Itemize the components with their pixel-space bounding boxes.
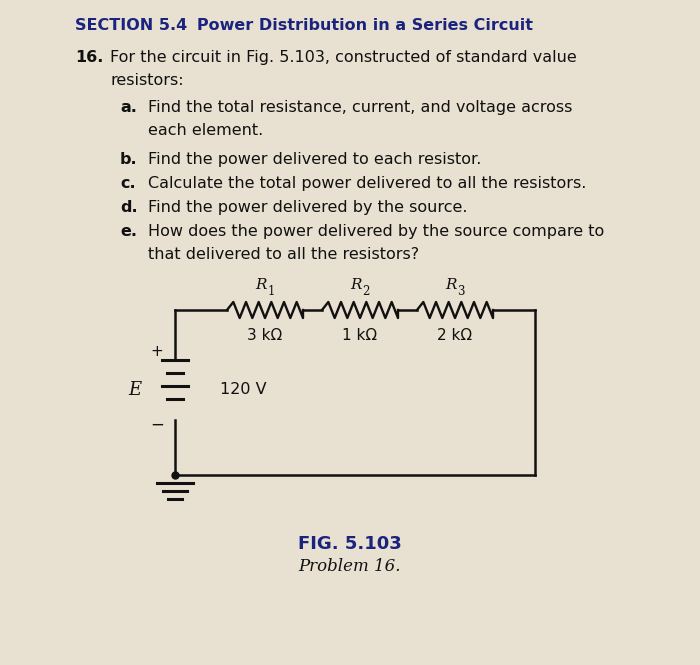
Text: −: − (150, 416, 164, 434)
Text: e.: e. (120, 224, 137, 239)
Text: Find the power delivered by the source.: Find the power delivered by the source. (148, 200, 468, 215)
Text: 1 kΩ: 1 kΩ (342, 328, 377, 343)
Text: b.: b. (120, 152, 138, 167)
Text: 1: 1 (267, 285, 274, 298)
Text: E: E (128, 381, 141, 399)
Text: 2: 2 (363, 285, 370, 298)
Text: Problem 16.: Problem 16. (299, 558, 401, 575)
Text: Find the power delivered to each resistor.: Find the power delivered to each resisto… (148, 152, 482, 167)
Text: Calculate the total power delivered to all the resistors.: Calculate the total power delivered to a… (148, 176, 587, 191)
Text: Power Distribution in a Series Circuit: Power Distribution in a Series Circuit (180, 18, 533, 33)
Text: 120 V: 120 V (220, 382, 267, 398)
Text: a.: a. (120, 100, 137, 115)
Text: 2 kΩ: 2 kΩ (438, 328, 472, 343)
Text: FIG. 5.103: FIG. 5.103 (298, 535, 402, 553)
Text: that delivered to all the resistors?: that delivered to all the resistors? (148, 247, 419, 262)
Text: resistors:: resistors: (110, 73, 183, 88)
Text: 16.: 16. (75, 50, 104, 65)
Text: 3: 3 (457, 285, 465, 298)
Text: How does the power delivered by the source compare to: How does the power delivered by the sour… (148, 224, 604, 239)
Text: Find the total resistance, current, and voltage across: Find the total resistance, current, and … (148, 100, 573, 115)
Text: each element.: each element. (148, 123, 263, 138)
Text: R: R (350, 278, 362, 292)
Text: d.: d. (120, 200, 138, 215)
Text: For the circuit in Fig. 5.103, constructed of standard value: For the circuit in Fig. 5.103, construct… (110, 50, 577, 65)
Text: R: R (445, 278, 456, 292)
Text: R: R (256, 278, 267, 292)
Text: c.: c. (120, 176, 136, 191)
Text: SECTION 5.4: SECTION 5.4 (75, 18, 188, 33)
Text: +: + (150, 344, 163, 360)
Text: 3 kΩ: 3 kΩ (247, 328, 283, 343)
